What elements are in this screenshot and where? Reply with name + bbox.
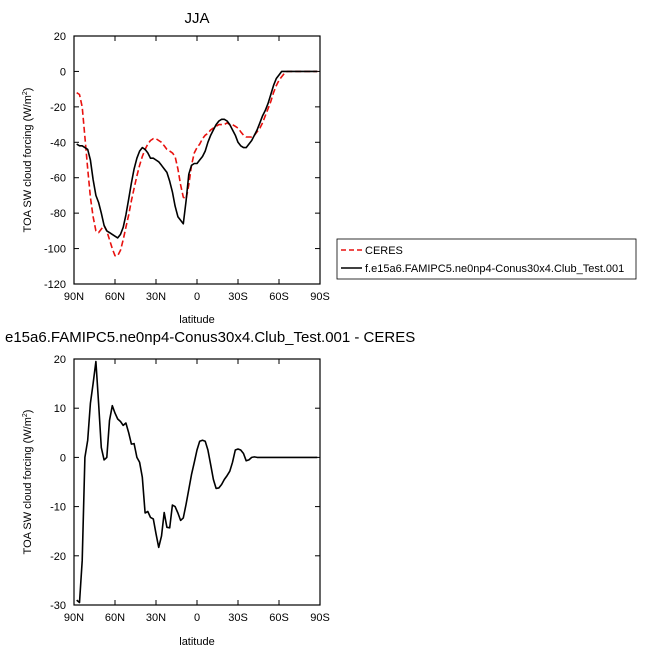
- bottom-chart-x-tick-label: 30S: [228, 612, 248, 624]
- top-chart-y-tick-label: -100: [44, 244, 66, 256]
- bottom-chart-x-axis: 90N 60N 30N 0 30S 60S 90S: [64, 359, 330, 624]
- top-chart-panel: JJA 20 0 -20 -40 -60 -80 -100 -120 90N 60N 30N 0 30…: [22, 10, 330, 326]
- top-chart-y-axis-title: TOA SW cloud forcing (W/m2): [22, 88, 34, 233]
- top-chart-title: JJA: [184, 10, 209, 27]
- bottom-chart-x-tick-label: 60N: [105, 612, 125, 624]
- top-chart-series-line-1: [76, 70, 318, 239]
- bottom-chart-y-tick-label: -10: [50, 502, 66, 514]
- bottom-chart-x-tick-label: 90S: [310, 612, 330, 624]
- legend-label-model: f.e15a6.FAMIPC5.ne0np4-Conus30x4.Club_Te…: [365, 263, 624, 275]
- top-chart-y-tick-label: 20: [54, 31, 66, 43]
- legend-label-ceres: CERES: [365, 245, 403, 257]
- top-chart-series-line-0: [76, 70, 318, 257]
- top-chart-y-tick-label: -60: [50, 173, 66, 185]
- bottom-chart-y-axis-title: TOA SW cloud forcing (W/m2): [22, 410, 34, 555]
- legend-box: [336, 238, 637, 280]
- top-chart-x-tick-label: 60N: [105, 291, 125, 303]
- bottom-chart-x-tick-label: 30N: [146, 612, 166, 624]
- bottom-chart-y-tick-label: 10: [54, 403, 66, 415]
- bottom-chart-title: e15a6.FAMIPC5.ne0np4-Conus30x4.Club_Test…: [5, 329, 415, 346]
- legend: CERES f.e15a6.FAMIPC5.ne0np4-Conus30x4.C…: [336, 238, 637, 280]
- top-chart-y-tick-label: -20: [50, 102, 66, 114]
- top-chart-y-axis: 20 0 -20 -40 -60 -80 -100 -120: [44, 31, 320, 291]
- bottom-chart-series-lines: [76, 360, 318, 604]
- top-chart-y-tick-label: -80: [50, 208, 66, 220]
- top-chart-x-tick-label: 90N: [64, 291, 84, 303]
- top-chart-x-tick-label: 30N: [146, 291, 166, 303]
- bottom-chart-y-tick-label: -30: [50, 600, 66, 612]
- top-chart-x-tick-label: 0: [194, 291, 200, 303]
- bottom-chart-x-tick-label: 0: [194, 612, 200, 624]
- bottom-chart-y-tick-label: 20: [54, 354, 66, 366]
- top-chart-y-tick-label: 0: [60, 66, 66, 78]
- top-chart-x-tick-label: 30S: [228, 291, 248, 303]
- top-chart-x-axis-title: latitude: [179, 314, 214, 326]
- top-chart-x-tick-label: 60S: [269, 291, 289, 303]
- bottom-chart-y-axis: 20 10 0 -10 -20 -30: [50, 354, 320, 612]
- bottom-chart-panel: e15a6.FAMIPC5.ne0np4-Conus30x4.Club_Test…: [5, 329, 415, 648]
- bottom-chart-x-tick-label: 90N: [64, 612, 84, 624]
- top-chart-series-lines: [76, 70, 318, 257]
- top-chart-y-tick-label: -120: [44, 279, 66, 291]
- top-chart-y-tick-label: -40: [50, 137, 66, 149]
- bottom-chart-y-tick-label: 0: [60, 452, 66, 464]
- bottom-chart-x-tick-label: 60S: [269, 612, 289, 624]
- top-chart-x-axis: 90N 60N 30N 0 30S 60S 90S: [64, 36, 330, 303]
- bottom-chart-x-axis-title: latitude: [179, 636, 214, 648]
- bottom-chart-y-tick-label: -20: [50, 551, 66, 563]
- bottom-chart-series-line-0: [76, 360, 318, 604]
- top-chart-x-tick-label: 90S: [310, 291, 330, 303]
- bottom-chart-plot-frame: [73, 358, 321, 606]
